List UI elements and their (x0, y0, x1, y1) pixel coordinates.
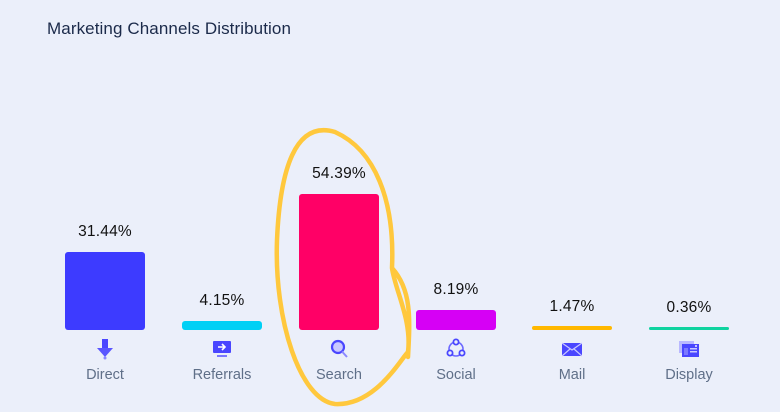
bar-group-referrals[interactable]: 4.15% Referrals (182, 0, 262, 412)
bar-mail[interactable] (532, 326, 612, 330)
bar-search[interactable] (299, 194, 379, 330)
search-icon (330, 339, 348, 358)
bar-social[interactable] (416, 310, 496, 330)
category-label: Display (665, 367, 713, 383)
value-label: 0.36% (666, 299, 712, 316)
category-label: Direct (86, 367, 124, 383)
value-label: 54.39% (312, 165, 366, 182)
category-label: Search (316, 367, 362, 383)
arrow-down-icon (97, 339, 113, 360)
bar-group-search[interactable]: 54.39% Search (299, 0, 379, 412)
bar-group-direct[interactable]: 31.44% Direct (65, 0, 145, 412)
bar-display[interactable] (649, 327, 729, 330)
mail-icon (562, 342, 582, 357)
share-nodes-icon (446, 338, 466, 357)
value-label: 4.15% (199, 292, 245, 309)
browser-window-icon (679, 341, 699, 357)
bar-direct[interactable] (65, 252, 145, 330)
value-label: 1.47% (549, 298, 595, 315)
bar-group-social[interactable]: 8.19% Social (416, 0, 496, 412)
chart-title: Marketing Channels Distribution (47, 19, 292, 38)
value-label: 31.44% (78, 223, 132, 240)
bar-group-mail[interactable]: 1.47% Mail (532, 0, 612, 412)
monitor-share-icon (213, 341, 231, 357)
category-label: Social (436, 367, 476, 383)
category-label: Referrals (192, 367, 252, 383)
bar-group-display[interactable]: 0.36% Display (649, 0, 729, 412)
value-label: 8.19% (433, 281, 479, 298)
category-label: Mail (558, 367, 586, 383)
bar-referrals[interactable] (182, 321, 262, 330)
